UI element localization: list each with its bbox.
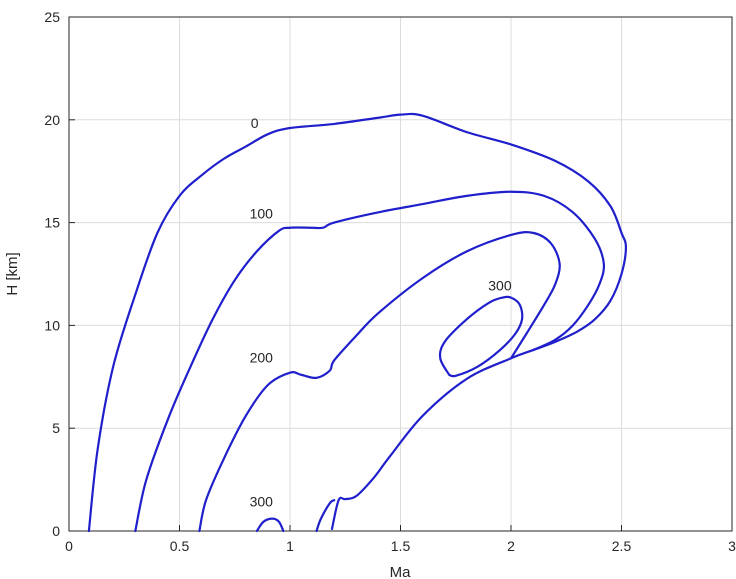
x-tick-label: 2 xyxy=(507,538,515,554)
y-axis-label: H [km] xyxy=(4,252,21,295)
x-axis-label: Ma xyxy=(390,564,411,579)
contour-level-label: 300 xyxy=(250,493,274,509)
y-tick-label: 5 xyxy=(52,420,60,436)
contour-level-label: 100 xyxy=(250,205,274,221)
contour-labels: 0 100 200 300 300 xyxy=(250,115,512,509)
contour-line xyxy=(87,112,628,533)
x-tick-label: 0.5 xyxy=(170,538,190,554)
contour-line xyxy=(198,231,561,533)
grid xyxy=(69,17,732,531)
contour-line xyxy=(315,499,336,533)
x-tick-label: 3 xyxy=(728,538,736,554)
y-axis-ticks: 0 5 10 15 20 25 xyxy=(44,9,75,539)
y-tick-label: 0 xyxy=(52,523,60,539)
contour-level-label: 200 xyxy=(250,349,274,365)
y-tick-label: 10 xyxy=(44,317,60,333)
contour-line xyxy=(255,517,285,533)
y-tick-label: 20 xyxy=(44,112,60,128)
contour-line xyxy=(438,295,524,378)
x-axis-ticks: 0 0.5 1 1.5 2 2.5 3 xyxy=(65,525,736,554)
x-tick-label: 2.5 xyxy=(612,538,632,554)
contour-lines xyxy=(87,112,628,533)
y-tick-label: 15 xyxy=(44,215,60,231)
x-tick-label: 1.5 xyxy=(391,538,411,554)
y-tick-label: 25 xyxy=(44,9,60,25)
x-tick-label: 1 xyxy=(286,538,294,554)
x-tick-label: 0 xyxy=(65,538,73,554)
contour-line xyxy=(134,190,606,533)
contour-level-label: 300 xyxy=(488,277,512,293)
contour-level-label: 0 xyxy=(251,115,259,131)
